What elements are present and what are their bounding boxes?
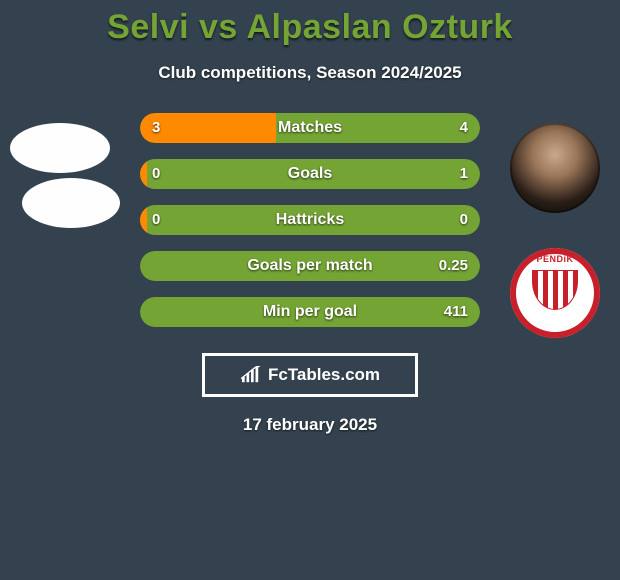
stat-row: Min per goal411	[140, 297, 480, 327]
stat-value-right: 411	[444, 297, 468, 327]
club-left-logo	[22, 178, 120, 228]
stat-value-left: 0	[152, 159, 160, 189]
comparison-chart: PENDiK Matches34Goals01Hattricks00Goals …	[0, 113, 620, 343]
stat-row: Matches3 4	[140, 113, 480, 143]
stat-label: Min per goal	[140, 297, 480, 327]
date-text: 17 february 2025	[0, 415, 620, 435]
stat-value-right: 1	[460, 159, 468, 189]
page-subtitle: Club competitions, Season 2024/2025	[0, 63, 620, 83]
club-right-label: PENDiK	[510, 254, 600, 264]
stat-row: Goals0 1	[140, 159, 480, 189]
page-title: Selvi vs Alpaslan Ozturk	[0, 8, 620, 47]
player-right-avatar	[510, 123, 600, 213]
brand-box: FcTables.com	[202, 353, 418, 397]
stat-value-right: 4	[460, 113, 468, 143]
stat-label: Goals	[140, 159, 480, 189]
stat-row: Hattricks0 0	[140, 205, 480, 235]
player-left-avatar	[10, 123, 110, 173]
stat-row: Goals per match0.25	[140, 251, 480, 281]
stat-label: Matches	[140, 113, 480, 143]
stat-value-right: 0	[460, 205, 468, 235]
stat-value-right: 0.25	[439, 251, 468, 281]
club-right-logo: PENDiK	[510, 248, 600, 338]
stat-value-left: 3	[152, 113, 160, 143]
stat-label: Hattricks	[140, 205, 480, 235]
stat-value-left: 0	[152, 205, 160, 235]
brand-text: FcTables.com	[268, 365, 380, 385]
stat-label: Goals per match	[140, 251, 480, 281]
fctables-icon	[240, 366, 262, 384]
